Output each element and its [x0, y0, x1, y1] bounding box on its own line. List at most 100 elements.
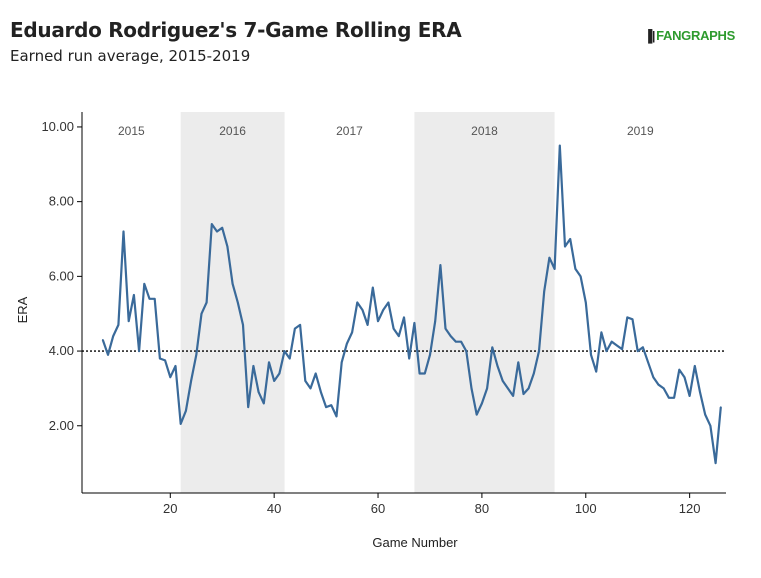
era-data-point — [652, 376, 655, 379]
era-data-point — [205, 301, 208, 304]
era-data-point — [247, 406, 249, 408]
era-data-point — [605, 350, 608, 352]
era-data-point — [470, 387, 473, 390]
era-data-point — [262, 402, 265, 405]
era-data-point — [579, 275, 582, 278]
era-data-point — [491, 346, 494, 349]
y-axis-label: ERA — [15, 296, 30, 323]
era-data-point — [174, 365, 177, 367]
tick-labels: 20 40 60 80 100 120 2.00 4.00 6.00 8.00 10.00 — [41, 119, 700, 516]
era-data-point — [678, 368, 681, 371]
era-data-point — [164, 359, 166, 362]
era-data-point — [377, 320, 379, 322]
axes — [77, 112, 726, 498]
era-data-point — [636, 350, 639, 352]
era-data-point — [413, 322, 416, 324]
era-data-point — [699, 391, 701, 393]
era-data-point — [200, 312, 203, 315]
era-data-point — [720, 406, 722, 408]
era-data-point — [195, 353, 198, 356]
era-data-point — [314, 372, 317, 375]
x-tick-label: 120 — [679, 501, 701, 516]
era-data-point — [351, 331, 353, 334]
y-tick-label: 6.00 — [49, 268, 74, 283]
era-data-point — [595, 370, 597, 373]
y-tick-label: 10.00 — [41, 119, 74, 134]
era-data-point — [138, 350, 140, 352]
era-data-point — [221, 226, 224, 229]
era-data-point — [211, 223, 213, 225]
era-data-point — [226, 245, 229, 248]
era-data-point — [159, 357, 161, 360]
era-data-point — [527, 387, 530, 390]
era-data-point — [148, 297, 151, 300]
era-data-point — [569, 238, 571, 240]
era-data-point — [278, 372, 281, 375]
era-data-point — [694, 365, 696, 367]
era-data-point — [252, 365, 255, 367]
era-data-point — [709, 424, 712, 427]
era-data-point — [273, 380, 275, 382]
era-data-point — [387, 301, 390, 304]
era-data-point — [662, 387, 665, 390]
era-data-point — [455, 340, 457, 343]
era-data-point — [403, 316, 405, 319]
era-data-point — [299, 324, 301, 326]
era-data-point — [475, 413, 478, 416]
era-data-point — [626, 316, 629, 319]
era-data-point — [408, 357, 410, 360]
era-data-point — [642, 346, 644, 349]
era-data-point — [460, 340, 462, 343]
era-data-point — [657, 383, 660, 386]
era-data-point — [714, 462, 717, 464]
era-data-point — [418, 372, 421, 375]
era-data-point — [590, 353, 592, 356]
series-group — [101, 144, 722, 465]
logo-text: FANGRAPHS — [656, 28, 735, 43]
era-data-point — [449, 335, 452, 337]
fangraphs-bars-icon: ▐| — [643, 28, 656, 43]
era-data-point — [361, 309, 364, 311]
era-data-point — [584, 301, 587, 304]
era-data-point — [548, 256, 551, 259]
era-data-point — [294, 327, 296, 330]
era-data-point — [522, 393, 525, 395]
era-data-point — [185, 410, 187, 412]
chart-subtitle: Earned run average, 2015-2019 — [10, 47, 251, 65]
chart-title: Eduardo Rodriguez's 7-Game Rolling ERA — [10, 18, 462, 42]
era-data-point — [553, 268, 556, 270]
era-data-point — [190, 380, 192, 382]
era-data-point — [101, 339, 104, 341]
era-data-point — [330, 404, 333, 407]
era-data-point — [237, 301, 239, 304]
x-tick-label: 60 — [371, 501, 385, 516]
era-data-point — [242, 324, 244, 326]
era-data-point — [288, 357, 291, 360]
year-label-2015: 2015 — [118, 124, 145, 138]
era-data-point — [392, 327, 395, 330]
era-data-point — [153, 297, 156, 300]
era-data-point — [683, 376, 686, 379]
era-data-point — [621, 348, 623, 350]
year-label-2016: 2016 — [219, 124, 246, 138]
era-data-point — [309, 387, 312, 390]
era-data-point — [117, 324, 120, 326]
era-data-point — [366, 324, 369, 326]
era-data-point — [439, 264, 442, 266]
fangraphs-logo[interactable]: ▐| FANGRAPHS — [644, 28, 735, 43]
era-data-point — [340, 361, 343, 364]
era-data-point — [496, 365, 499, 367]
era-data-point — [398, 335, 400, 337]
era-data-point — [382, 309, 385, 311]
era-data-point — [335, 415, 338, 418]
era-data-point — [673, 396, 675, 399]
era-data-point — [688, 395, 691, 397]
era-data-point — [668, 396, 670, 399]
x-tick-label: 80 — [475, 501, 489, 516]
era-data-point — [231, 283, 234, 285]
era-data-point — [107, 353, 109, 356]
era-data-point — [434, 320, 436, 322]
era-data-point — [268, 361, 270, 364]
era-data-point — [501, 380, 504, 382]
